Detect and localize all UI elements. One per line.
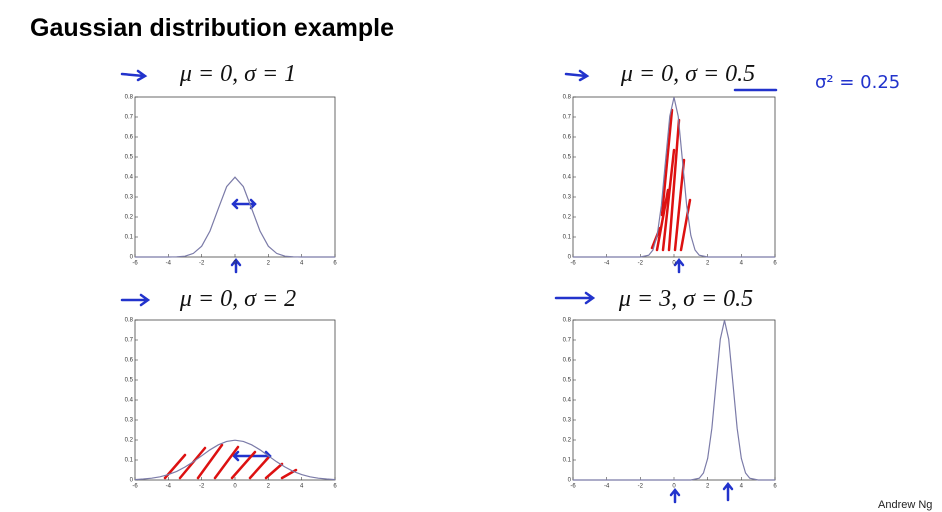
x-tick-label: -6 — [570, 261, 576, 267]
y-tick-label: 0 — [568, 478, 572, 484]
x-tick-label: -6 — [132, 261, 138, 267]
x-tick-label: -4 — [604, 261, 610, 267]
curve — [135, 176, 335, 258]
x-tick-label: 6 — [773, 261, 777, 267]
y-tick-label: 0.4 — [125, 398, 134, 404]
chart-title: μ = 3, σ = 0.5 — [618, 286, 753, 312]
x-tick-label: -6 — [132, 484, 138, 490]
y-tick-label: 0.5 — [563, 378, 572, 384]
slide-title: Gaussian distribution example — [30, 14, 394, 42]
y-tick-label: 0.8 — [563, 95, 572, 101]
y-tick-label: 0.1 — [125, 235, 134, 241]
x-tick-label: 2 — [267, 261, 271, 267]
arrow — [120, 293, 151, 307]
y-tick-label: 0.2 — [125, 215, 134, 221]
y-tick-label: 0.4 — [563, 398, 572, 404]
y-tick-label: 0 — [130, 478, 134, 484]
chart-title: μ = 0, σ = 2 — [179, 286, 296, 312]
y-tick-label: 0.7 — [563, 115, 572, 121]
x-tick-label: 2 — [706, 261, 710, 267]
curve — [573, 320, 775, 481]
y-tick-label: 0.2 — [563, 438, 572, 444]
x-tick-label: 6 — [773, 484, 777, 490]
x-tick-label: 4 — [740, 261, 744, 267]
arrow — [230, 257, 242, 274]
y-tick-label: 0.2 — [563, 215, 572, 221]
y-tick-label: 0.5 — [563, 155, 572, 161]
y-tick-label: 0.5 — [125, 155, 134, 161]
x-tick-label: -2 — [638, 484, 644, 490]
y-tick-label: 0.6 — [563, 135, 572, 141]
annotation: σ² = 0.25 — [815, 72, 900, 93]
x-tick-label: 0 — [233, 261, 237, 267]
x-tick-label: 4 — [300, 261, 304, 267]
arrow — [120, 69, 148, 82]
y-tick-label: 0.3 — [563, 195, 572, 201]
y-tick-label: 0.3 — [125, 195, 134, 201]
y-tick-label: 0.5 — [125, 378, 134, 384]
y-tick-label: 0.1 — [125, 458, 134, 464]
y-tick-label: 0.6 — [125, 358, 134, 364]
y-tick-label: 0.8 — [125, 318, 134, 324]
x-tick-label: -4 — [166, 261, 172, 267]
y-tick-label: 0.2 — [125, 438, 134, 444]
x-tick-label: 0 — [672, 484, 676, 490]
x-tick-label: -4 — [166, 484, 172, 490]
x-tick-label: 6 — [333, 484, 337, 490]
x-tick-label: 2 — [267, 484, 271, 490]
y-tick-label: 0.6 — [125, 135, 134, 141]
chart-title: μ = 0, σ = 0.5 — [620, 61, 755, 87]
arrow — [554, 291, 596, 305]
y-tick-label: 0.7 — [125, 338, 134, 344]
arrow — [231, 198, 257, 210]
arrow — [669, 487, 681, 504]
y-tick-label: 0.3 — [125, 418, 134, 424]
x-tick-label: 6 — [333, 261, 337, 267]
y-tick-label: 0.6 — [563, 358, 572, 364]
handwriting — [120, 69, 778, 504]
y-tick-label: 0.8 — [125, 95, 134, 101]
arrow — [673, 257, 685, 274]
y-tick-label: 0.4 — [125, 175, 134, 181]
hatch — [650, 108, 692, 252]
y-tick-label: 0.7 — [563, 338, 572, 344]
y-tick-label: 0.8 — [563, 318, 572, 324]
footer: Andrew Ng — [878, 499, 932, 511]
y-tick-label: 0.3 — [563, 418, 572, 424]
y-tick-label: 0 — [130, 255, 134, 261]
x-tick-label: 4 — [300, 484, 304, 490]
x-tick-label: 0 — [233, 484, 237, 490]
x-tick-label: 4 — [740, 484, 744, 490]
curve — [134, 439, 336, 481]
x-tick-label: -4 — [604, 484, 610, 490]
y-tick-label: 0 — [568, 255, 572, 261]
y-tick-label: 0.1 — [563, 235, 572, 241]
arrow — [722, 481, 734, 502]
x-tick-label: -2 — [199, 261, 205, 267]
y-tick-label: 0.7 — [125, 115, 134, 121]
arrow — [564, 69, 590, 82]
x-tick-label: 2 — [706, 484, 710, 490]
x-tick-label: 0 — [672, 261, 676, 267]
hatching — [163, 108, 692, 480]
chart-title: μ = 0, σ = 1 — [179, 61, 296, 87]
x-tick-label: -2 — [199, 484, 205, 490]
y-tick-label: 0.1 — [563, 458, 572, 464]
x-tick-label: -2 — [638, 261, 644, 267]
x-tick-label: -6 — [570, 484, 576, 490]
curve — [573, 97, 775, 258]
y-tick-label: 0.4 — [563, 175, 572, 181]
